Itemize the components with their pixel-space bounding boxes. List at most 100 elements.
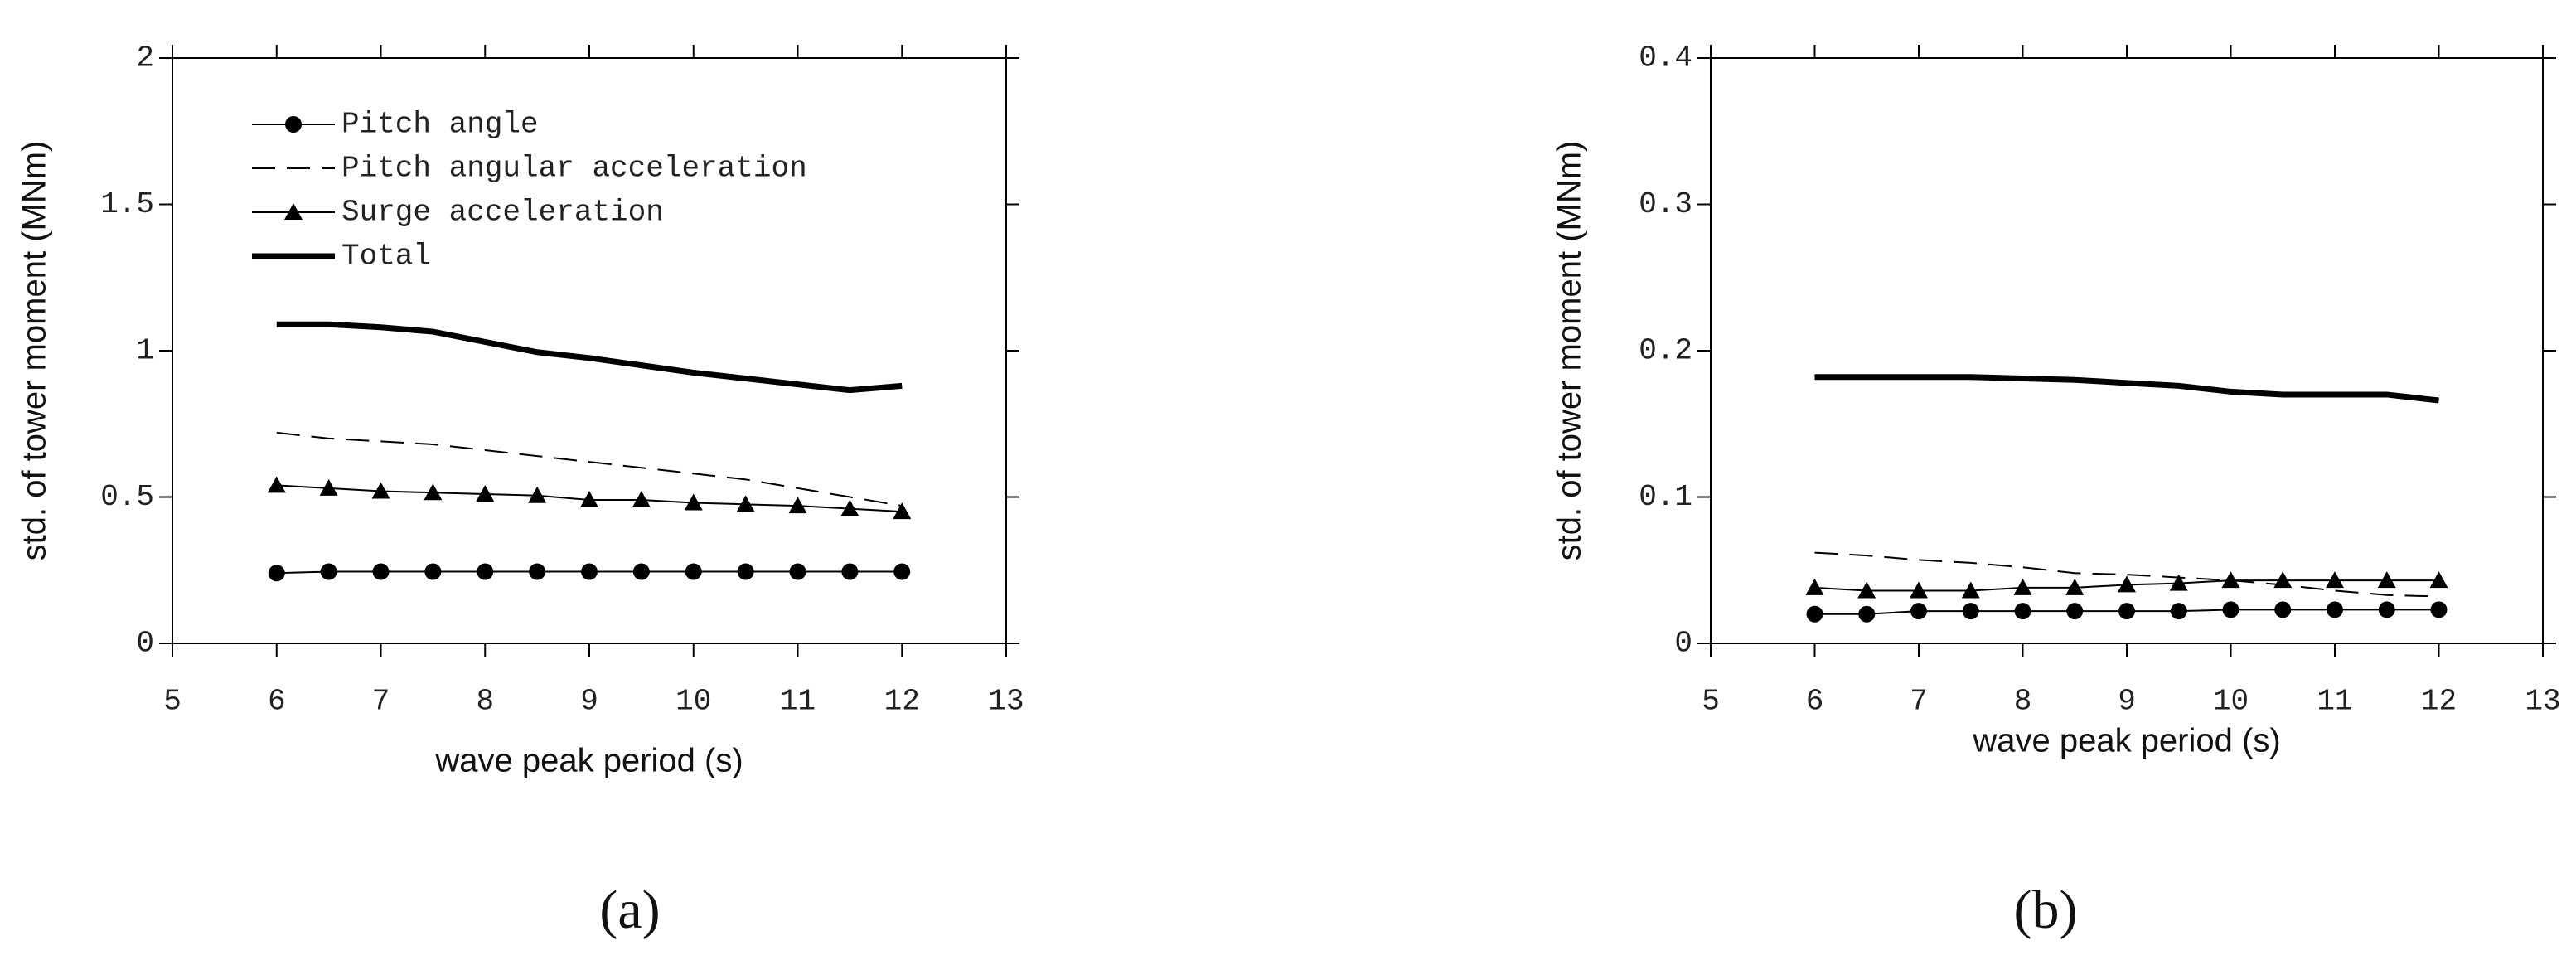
legend-marker (284, 203, 303, 220)
marker (1805, 578, 1824, 595)
x-tick-label: 6 (268, 685, 286, 719)
marker (424, 483, 443, 501)
plot-frame (172, 57, 1007, 644)
chart-panel: 0 0.1 0.2 0.3 0.4 5 6 7 8 9 10 11 12 13 wave peak peri… (1552, 41, 2561, 941)
marker (424, 563, 442, 580)
x-tick-label: 8 (476, 685, 494, 719)
panel-label: (b) (2014, 880, 2078, 940)
x-tick-label: 7 (1910, 685, 1928, 719)
marker (2430, 601, 2448, 618)
x-tick-label: 10 (675, 685, 711, 719)
x-tick-label: 8 (2014, 685, 2032, 719)
y-tick-label: 0.1 (1639, 480, 1692, 514)
x-tick-label: 12 (884, 685, 920, 719)
plot-frame (1710, 57, 2544, 644)
marker (320, 563, 337, 580)
y-tick-label: 1.5 (100, 187, 154, 221)
marker (632, 491, 651, 508)
marker (2118, 575, 2136, 593)
marker (371, 482, 390, 499)
marker (2222, 601, 2239, 618)
marker (1806, 605, 1823, 623)
marker (632, 563, 650, 580)
y-tick-label: 2 (136, 41, 154, 75)
x-axis-label: wave peak period (s) (434, 743, 743, 779)
x-tick-label: 9 (2118, 685, 2136, 719)
marker (319, 478, 338, 496)
x-tick-label: 12 (2421, 685, 2457, 719)
marker (2327, 601, 2343, 618)
marker (2066, 603, 2084, 620)
x-tick-label: 11 (780, 685, 816, 719)
legend-label: Pitch angular acceleration (341, 152, 807, 186)
marker (372, 563, 390, 580)
marker (2429, 571, 2448, 589)
marker (2221, 571, 2240, 589)
marker (2377, 571, 2396, 589)
marker (840, 499, 859, 516)
marker (580, 491, 598, 508)
legend-marker (285, 116, 302, 133)
marker (477, 563, 494, 580)
marker (2326, 571, 2344, 589)
y-tick-label: 0 (136, 627, 154, 661)
y-tick-label: 0.4 (1639, 41, 1692, 75)
marker (893, 502, 912, 520)
x-tick-label: 11 (2317, 685, 2352, 719)
marker (2273, 571, 2293, 589)
marker (2013, 578, 2032, 595)
series-line (276, 431, 903, 507)
y-axis-label: std. of tower moment (MNm) (1552, 141, 1588, 561)
marker (2378, 601, 2395, 618)
marker (1910, 581, 1928, 599)
marker (1857, 581, 1876, 599)
x-axis-label: wave peak period (s) (1972, 723, 2280, 759)
marker (1961, 581, 1980, 599)
marker (2170, 603, 2187, 620)
panel-label: (a) (599, 880, 660, 940)
x-tick-label: 5 (163, 685, 182, 719)
marker (737, 563, 754, 580)
x-tick-label: 7 (372, 685, 390, 719)
marker (736, 495, 755, 512)
y-tick-label: 0.2 (1639, 334, 1692, 368)
marker (841, 563, 859, 580)
marker (2274, 601, 2292, 618)
series-line (1814, 374, 2439, 404)
marker (267, 476, 286, 493)
x-tick-label: 13 (2525, 685, 2560, 719)
marker (2065, 578, 2085, 595)
x-tick-label: 13 (988, 685, 1024, 719)
marker (528, 486, 547, 503)
x-tick-label: 10 (2213, 685, 2249, 719)
legend-label: Pitch angle (341, 108, 539, 142)
marker (685, 563, 702, 580)
legend-label: Surge acceleration (341, 196, 664, 230)
marker (684, 493, 703, 511)
y-tick-label: 0 (1674, 627, 1692, 661)
marker (476, 484, 495, 502)
x-tick-label: 9 (580, 685, 598, 719)
marker (1858, 605, 1876, 623)
marker (268, 565, 285, 582)
y-tick-label: 0.3 (1639, 187, 1692, 221)
marker (1962, 603, 1979, 620)
y-axis-label: std. of tower moment (MNm) (17, 141, 53, 561)
y-tick-label: 1 (136, 334, 154, 368)
marker (788, 497, 807, 514)
marker (2118, 603, 2135, 620)
y-tick-label: 0.5 (100, 480, 154, 514)
marker (789, 563, 806, 580)
marker (581, 563, 598, 580)
marker (529, 563, 546, 580)
series-line (276, 321, 903, 394)
marker (2014, 603, 2031, 620)
x-tick-label: 5 (1702, 685, 1720, 719)
marker (893, 563, 911, 580)
x-tick-label: 6 (1806, 685, 1824, 719)
marker (1910, 603, 1927, 620)
marker (2169, 574, 2188, 591)
legend-label: Total (341, 240, 431, 274)
chart-panel: 0 0.5 1 1.5 2 5 6 7 8 9 10 11 12 13 wave peak period (… (17, 41, 1024, 941)
